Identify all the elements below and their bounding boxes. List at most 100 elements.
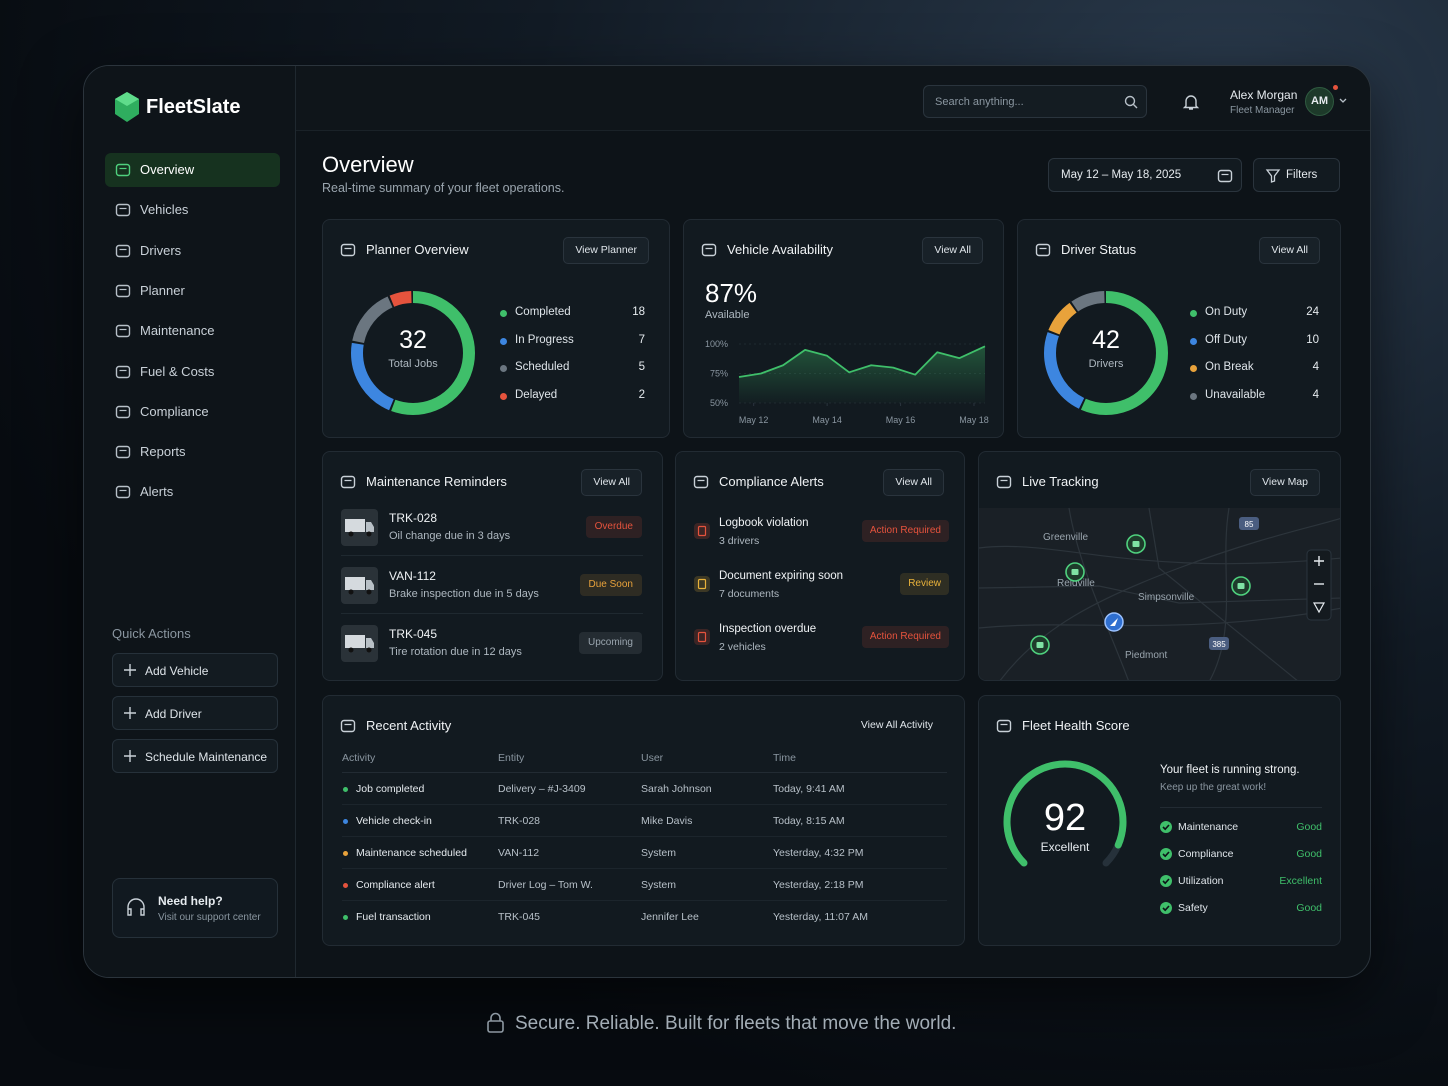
card-button[interactable]: View Map xyxy=(1250,469,1320,496)
health-item-status: Excellent xyxy=(1279,875,1322,887)
check-icon xyxy=(1160,848,1172,860)
nav-label: Fuel & Costs xyxy=(140,363,215,379)
fleet-health-card: Fleet Health Score 92 Excellent Your fleet … xyxy=(978,695,1341,946)
donut-segment xyxy=(1044,291,1168,415)
card-button[interactable]: View Planner xyxy=(563,237,649,264)
nav-icon xyxy=(115,163,131,177)
nav-item[interactable]: Maintenance xyxy=(105,314,280,348)
card-title: Driver Status xyxy=(1061,242,1137,257)
legend-value: 10 xyxy=(1306,333,1319,346)
nav-item[interactable]: Planner xyxy=(105,274,280,308)
legend-dot xyxy=(500,310,507,317)
vehicle-id: VAN-112 xyxy=(389,569,436,583)
route-number: 385 xyxy=(1212,640,1226,649)
page-title: Overview xyxy=(322,152,414,177)
table-cell: Mike Davis xyxy=(641,815,693,827)
card-title: Compliance Alerts xyxy=(719,474,824,489)
map: Greenville Reidville Simpsonville Piedmont 8… xyxy=(979,507,1340,680)
availability-label: Available xyxy=(705,309,750,321)
top-bar xyxy=(296,66,1370,131)
card-button[interactable]: View All xyxy=(883,469,944,496)
status-badge: Overdue xyxy=(585,516,642,538)
card-button[interactable]: View All Activity xyxy=(860,719,933,731)
date-range-button[interactable]: May 12 – May 18, 2025 xyxy=(1048,158,1242,192)
map-road xyxy=(979,585,1340,604)
nav-item[interactable]: Compliance xyxy=(105,395,280,429)
icon-shape xyxy=(115,204,131,217)
quick-action-button[interactable]: Add Driver xyxy=(112,696,278,730)
table-cell: Vehicle check-in xyxy=(356,815,432,827)
health-item-label: Compliance xyxy=(1178,848,1234,860)
icon-shape xyxy=(1133,104,1138,109)
legend-dot xyxy=(500,365,507,373)
check-mark xyxy=(1162,905,1170,912)
legend-value: 18 xyxy=(632,306,645,318)
card-button[interactable]: View All xyxy=(581,469,642,496)
nav-label: Drivers xyxy=(140,242,182,258)
footer-tagline: Secure. Reliable. Built for fleets that … xyxy=(515,1013,957,1034)
table-cell: Yesterday, 11:07 AM xyxy=(773,911,868,923)
header-divider xyxy=(342,772,947,773)
table-cell: System xyxy=(641,847,677,859)
quick-action-button[interactable]: Schedule Maintenance xyxy=(112,739,278,773)
date-range-label: May 12 – May 18, 2025 xyxy=(1061,169,1182,181)
nav-item[interactable]: Alerts xyxy=(105,475,280,509)
map-place-label: Simpsonville xyxy=(1138,592,1195,603)
y-tick-label: 75% xyxy=(710,369,728,379)
vehicle-id: TRK-045 xyxy=(389,627,438,641)
status-dot xyxy=(343,819,348,824)
nav-icon xyxy=(115,324,131,338)
icon-shape xyxy=(115,284,131,298)
card-button[interactable]: View All xyxy=(1259,237,1320,264)
vehicle-id: TRK-028 xyxy=(389,511,438,525)
vehicle-marker-glyph xyxy=(1237,583,1245,589)
card-icon xyxy=(701,243,717,257)
table-cell: Today, 9:41 AM xyxy=(773,783,845,795)
truck-wheel xyxy=(348,647,354,653)
check-circle xyxy=(1160,875,1172,887)
card-button[interactable]: View All xyxy=(922,237,983,264)
nav-icon xyxy=(115,284,131,298)
alert-icon xyxy=(694,576,710,592)
icon-shape xyxy=(996,719,1012,733)
icon-shape xyxy=(996,475,1012,489)
icon-shape xyxy=(1265,169,1281,183)
quick-actions-title: Quick Actions xyxy=(112,626,191,641)
vehicle-availability-card: Vehicle Availability View All 87% Available… xyxy=(683,219,1004,438)
filters-button[interactable]: Filters xyxy=(1253,158,1340,192)
icon-shape xyxy=(340,719,356,733)
user-avatar[interactable]: AM xyxy=(1305,87,1334,116)
maintenance-task: Oil change due in 3 days xyxy=(389,530,511,542)
recent-activity-card: Recent Activity View All Activity Activity… xyxy=(322,695,965,946)
area-line xyxy=(738,345,986,378)
nav-item[interactable]: Vehicles xyxy=(105,193,280,227)
user-role: Fleet Manager xyxy=(1230,105,1295,116)
icon-shape xyxy=(1182,95,1200,110)
legend-value: 5 xyxy=(638,361,645,374)
search-placeholder: Search anything... xyxy=(935,96,1024,108)
check-circle xyxy=(1160,902,1172,914)
driver-status-card: Driver Status View All 42 Drivers On Duty 24 O… xyxy=(1017,219,1341,438)
map-road xyxy=(1209,507,1230,680)
health-item-label: Maintenance xyxy=(1178,821,1239,833)
icon-shape xyxy=(340,475,356,489)
alert-glyph xyxy=(697,525,707,537)
health-item-status: Good xyxy=(1296,902,1322,914)
nav-item[interactable]: Reports xyxy=(105,435,280,469)
help-box[interactable]: Need help? Visit our support center xyxy=(112,878,278,938)
search-box[interactable]: Search anything... xyxy=(923,85,1147,118)
table-cell: Today, 8:15 AM xyxy=(773,815,845,827)
gauge-label: Excellent xyxy=(1041,840,1090,854)
x-tick-label: May 12 xyxy=(739,415,769,425)
nav-item[interactable]: Drivers xyxy=(105,234,280,268)
quick-action-button[interactable]: Add Vehicle xyxy=(112,653,278,687)
y-tick-label: 100% xyxy=(705,339,728,349)
icon-shape xyxy=(124,750,136,762)
alert-detail: 3 drivers xyxy=(719,535,760,547)
nav-item[interactable]: Overview xyxy=(105,153,280,187)
nav-item[interactable]: Fuel & Costs xyxy=(105,355,280,389)
user-name: Alex Morgan xyxy=(1230,88,1298,102)
nav-icon xyxy=(115,445,131,459)
nav-icon xyxy=(115,486,131,499)
icon-shape xyxy=(115,365,131,378)
